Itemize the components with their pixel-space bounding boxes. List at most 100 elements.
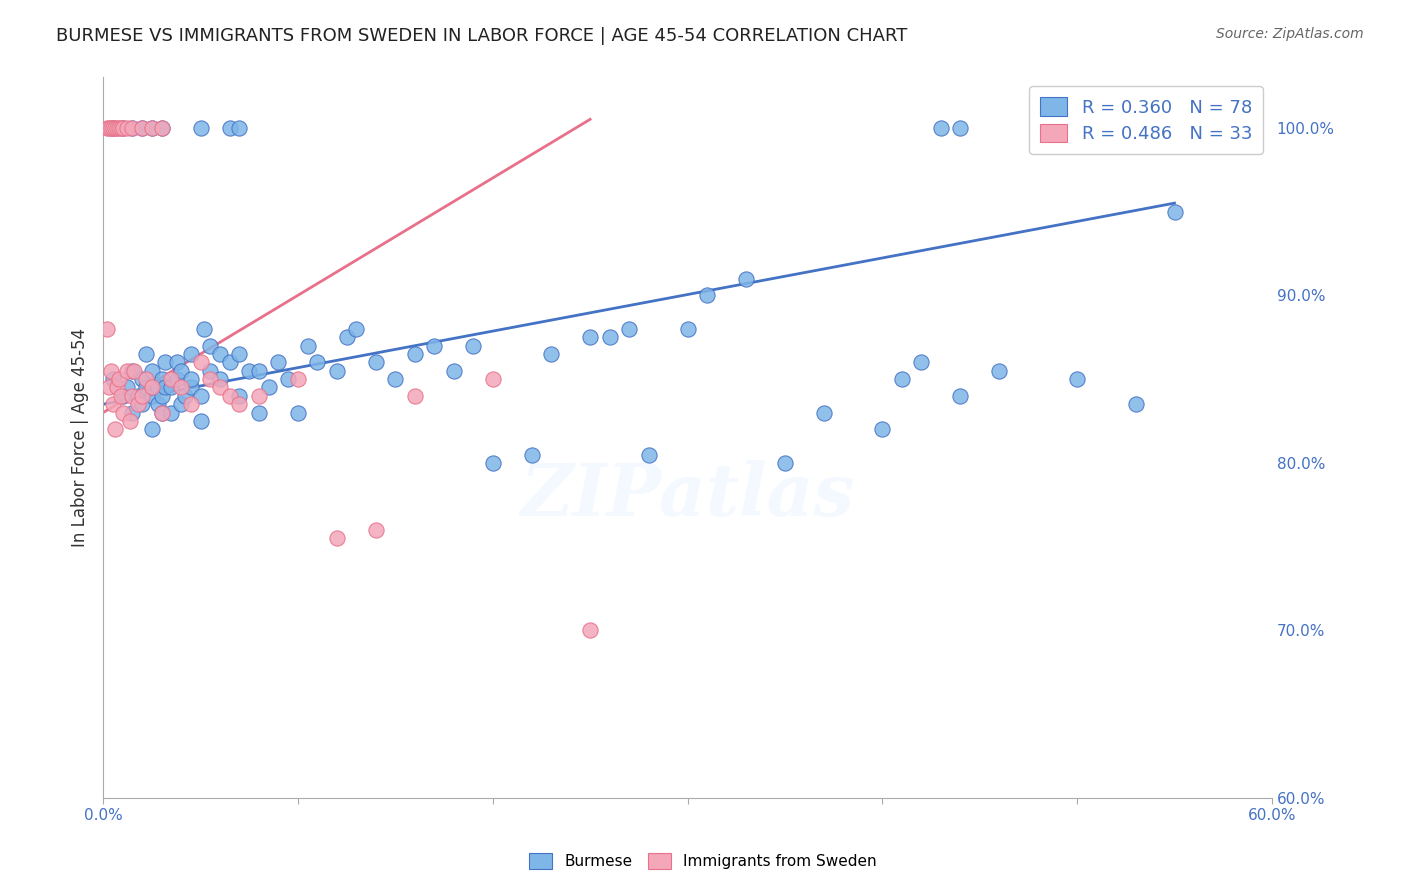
Point bbox=[131, 120, 153, 135]
Point bbox=[949, 120, 972, 135]
Point bbox=[364, 355, 387, 369]
Point bbox=[218, 355, 240, 369]
Point bbox=[228, 120, 250, 135]
Point bbox=[637, 448, 659, 462]
Point bbox=[107, 372, 129, 386]
Point bbox=[364, 523, 387, 537]
Point bbox=[166, 355, 188, 369]
Point bbox=[111, 406, 134, 420]
Point bbox=[105, 380, 128, 394]
Point bbox=[190, 389, 212, 403]
Point bbox=[115, 120, 138, 135]
Point bbox=[238, 364, 260, 378]
Point bbox=[101, 397, 124, 411]
Point bbox=[949, 389, 972, 403]
Point bbox=[170, 380, 193, 394]
Point bbox=[111, 120, 134, 135]
Point bbox=[228, 397, 250, 411]
Point bbox=[141, 380, 163, 394]
Point bbox=[200, 364, 222, 378]
Point bbox=[135, 380, 157, 394]
Point bbox=[287, 406, 309, 420]
Point bbox=[297, 338, 319, 352]
Point bbox=[1125, 397, 1147, 411]
Point bbox=[735, 271, 758, 285]
Point bbox=[170, 364, 193, 378]
Point bbox=[200, 372, 222, 386]
Point bbox=[180, 347, 202, 361]
Point bbox=[121, 364, 143, 378]
Point bbox=[208, 372, 231, 386]
Point bbox=[150, 406, 173, 420]
Point bbox=[107, 120, 129, 135]
Point bbox=[344, 322, 367, 336]
Point bbox=[890, 372, 912, 386]
Point bbox=[193, 322, 215, 336]
Point bbox=[257, 380, 280, 394]
Point bbox=[104, 120, 127, 135]
Point bbox=[326, 364, 349, 378]
Point bbox=[247, 406, 270, 420]
Point bbox=[146, 380, 169, 394]
Point bbox=[872, 422, 894, 436]
Point bbox=[98, 380, 121, 394]
Point bbox=[190, 120, 212, 135]
Point bbox=[307, 355, 329, 369]
Point bbox=[131, 389, 153, 403]
Point bbox=[121, 120, 143, 135]
Point bbox=[101, 120, 124, 135]
Point bbox=[160, 372, 183, 386]
Point bbox=[160, 406, 183, 420]
Point bbox=[150, 406, 173, 420]
Point bbox=[141, 389, 163, 403]
Point bbox=[170, 397, 193, 411]
Point bbox=[155, 355, 177, 369]
Point bbox=[218, 389, 240, 403]
Point bbox=[111, 389, 134, 403]
Point bbox=[127, 389, 149, 403]
Point bbox=[101, 372, 124, 386]
Point bbox=[100, 364, 122, 378]
Point bbox=[150, 372, 173, 386]
Point bbox=[481, 456, 503, 470]
Point bbox=[336, 330, 359, 344]
Point bbox=[208, 347, 231, 361]
Point bbox=[166, 372, 188, 386]
Point bbox=[277, 372, 299, 386]
Text: Source: ZipAtlas.com: Source: ZipAtlas.com bbox=[1216, 27, 1364, 41]
Point bbox=[540, 347, 562, 361]
Point bbox=[135, 347, 157, 361]
Point bbox=[160, 380, 183, 394]
Point bbox=[929, 120, 952, 135]
Point bbox=[120, 414, 142, 428]
Point bbox=[174, 389, 197, 403]
Point bbox=[110, 120, 132, 135]
Point bbox=[110, 389, 132, 403]
Point bbox=[98, 120, 121, 135]
Y-axis label: In Labor Force | Age 45-54: In Labor Force | Age 45-54 bbox=[72, 328, 89, 548]
Point bbox=[463, 338, 485, 352]
Point bbox=[218, 120, 240, 135]
Point bbox=[599, 330, 621, 344]
Point bbox=[131, 372, 153, 386]
Point bbox=[150, 389, 173, 403]
Point bbox=[481, 372, 503, 386]
Point bbox=[141, 364, 163, 378]
Point bbox=[100, 120, 122, 135]
Point bbox=[1066, 372, 1088, 386]
Point bbox=[146, 397, 169, 411]
Text: BURMESE VS IMMIGRANTS FROM SWEDEN IN LABOR FORCE | AGE 45-54 CORRELATION CHART: BURMESE VS IMMIGRANTS FROM SWEDEN IN LAB… bbox=[56, 27, 908, 45]
Legend: R = 0.360   N = 78, R = 0.486   N = 33: R = 0.360 N = 78, R = 0.486 N = 33 bbox=[1029, 87, 1263, 154]
Point bbox=[101, 120, 124, 135]
Point bbox=[104, 422, 127, 436]
Point bbox=[520, 448, 543, 462]
Point bbox=[247, 364, 270, 378]
Point bbox=[617, 322, 640, 336]
Point bbox=[127, 397, 149, 411]
Point bbox=[228, 389, 250, 403]
Point bbox=[141, 120, 163, 135]
Point bbox=[988, 364, 1011, 378]
Point bbox=[180, 397, 202, 411]
Point bbox=[696, 288, 718, 302]
Point bbox=[180, 372, 202, 386]
